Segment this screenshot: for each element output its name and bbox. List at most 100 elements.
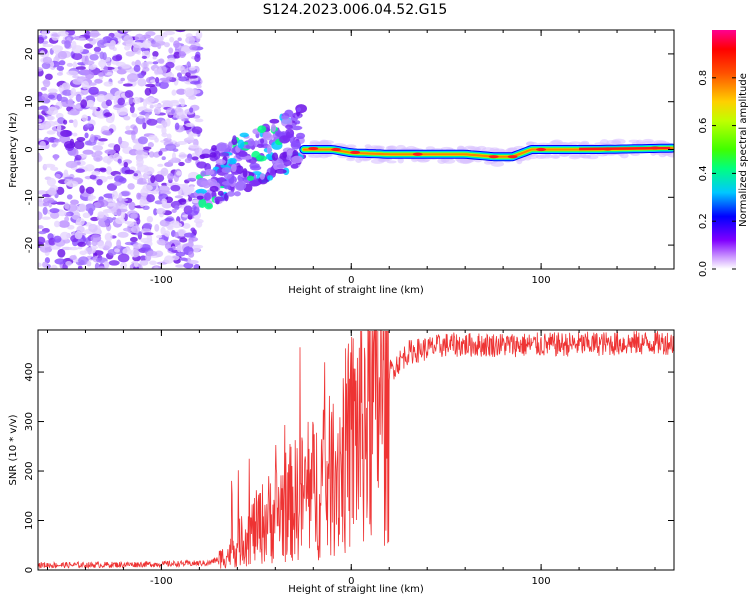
spectrogram-noise-blob [42,202,50,207]
spectrogram-noise-blob [97,72,105,77]
spectrogram-noise-blob [185,36,196,45]
spectrogram-transition-blob [256,143,264,149]
spectrogram-noise-blob [114,248,120,253]
spectrogram-noise-blob [125,125,131,131]
spectrogram-noise-blob [191,156,199,161]
spectrogram-noise-blob [84,140,93,146]
spectrogram-noise-blob [75,66,87,70]
spectrogram-transition-blob [239,132,249,138]
spectrogram-noise-blob [42,43,54,48]
spectrogram-tone-peak [536,147,547,152]
spectrogram-noise-blob [176,72,182,78]
spectrogram-transition-blob [209,185,219,193]
spectrogram-transition-blob [263,131,272,139]
spectrogram-noise-blob [174,205,180,211]
spectrogram-noise-blob [75,218,85,226]
spectrogram-noise-blob [166,76,172,81]
spectrogram-noise-blob [84,123,93,128]
spectrogram-noise-blob [108,154,115,160]
spectrogram-x-tick-label: -100 [150,275,173,286]
spectrogram-noise-blob [121,63,131,69]
spectrogram-transition-blob [198,198,207,208]
spectrogram-transition-blob [227,157,237,165]
spectrogram-noise-blob [138,115,145,119]
spectrogram-noise-blob [78,256,89,266]
spectrogram-noise-blob [108,42,115,50]
spectrogram-noise-blob [42,106,49,112]
spectrogram-noise-blob [132,242,143,249]
spectrogram-noise-blob [179,237,188,243]
spectrogram-noise-blob [152,56,157,60]
spectrogram-noise-blob [46,106,59,116]
spectrogram-noise-blob [133,266,140,269]
spectrogram-noise-blob [103,112,113,117]
spectrogram-noise-blob [185,72,191,77]
spectrogram-noise-blob [38,196,43,203]
snr-y-tick-label: 0 [24,567,35,573]
snr-x-tick-label: 0 [348,576,354,587]
spectrogram-noise-blob [49,208,60,214]
spectrogram-noise-blob [85,186,95,194]
spectrogram-noise-blob [44,73,53,81]
snr-x-axis-label: Height of straight line (km) [288,584,424,595]
spectrogram-noise-blob [128,201,136,211]
spectrogram-noise-blob [84,203,96,213]
spectrogram-transition-blob [221,167,232,174]
spectrogram-noise-blob [154,77,160,84]
spectrogram-noise-blob [171,89,177,96]
spectrogram-noise-blob [68,246,79,251]
spectrogram-noise-blob [72,78,84,85]
spectrogram-noise-blob [117,231,129,238]
spectrogram-tone-halo [437,158,447,165]
spectrogram-noise-blob [189,44,198,51]
spectrogram-noise-blob [103,81,114,87]
spectrogram-noise-blob [116,68,127,75]
spectrogram-transition-blob [266,144,272,155]
spectrogram-noise-blob [194,118,204,123]
spectrogram-transition-blob [269,118,280,124]
spectrogram-noise-blob [137,136,148,145]
spectrogram-noise-blob [186,177,197,182]
spectrogram-noise-blob [111,55,122,62]
spectrogram-noise-blob [166,133,172,140]
spectrogram-noise-blob [70,87,77,97]
spectrogram-noise-blob [80,99,88,109]
spectrogram-transition-blob [274,130,283,137]
spectrogram-noise-blob [104,232,113,242]
spectrogram-transition-blob [196,195,204,200]
spectrogram-noise-blob [38,190,48,195]
spectrogram-noise-blob [161,156,166,161]
spectrogram-transition-blob [270,123,276,133]
spectrogram-noise-blob [63,169,69,177]
spectrogram-y-tick-label: -10 [24,189,35,205]
spectrogram-noise-blob [63,141,76,149]
colorbar-tick-label: 0.2 [698,213,709,229]
spectrogram-noise-blob [88,64,96,70]
spectrogram-noise-blob [142,146,152,150]
spectrogram-noise-blob [131,61,136,66]
spectrogram-noise-blob [116,239,122,249]
spectrogram-tone-halo [490,161,505,167]
spectrogram-noise-blob [143,166,155,175]
spectrogram-noise-blob [152,151,161,158]
spectrogram-noise-blob [53,220,60,228]
spectrogram-transition-blob [235,180,247,191]
spectrogram-noise-blob [153,34,164,43]
spectrogram-noise-blob [117,158,122,164]
spectrogram-noise-blob [161,100,173,104]
snr-y-tick-label: 300 [24,412,35,431]
colorbar-tick-label: 0.0 [698,261,709,277]
spectrogram-noise-blob [119,30,132,33]
spectrogram-noise-blob [117,253,130,263]
spectrogram-noise-blob [84,164,95,172]
spectrogram-noise-blob [84,43,93,49]
spectrogram-noise-blob [195,30,203,39]
spectrogram-noise-blob [47,88,58,94]
colorbar-tick-label: 0.6 [698,118,709,134]
spectrogram-tone-halo [630,152,640,156]
spectrogram-noise-blob [51,143,57,148]
spectrogram-transition-blob [247,138,255,147]
spectrogram-transition-blob [295,132,306,140]
spectrogram-noise-blob [75,93,82,103]
spectrogram-noise-blob [161,198,168,205]
